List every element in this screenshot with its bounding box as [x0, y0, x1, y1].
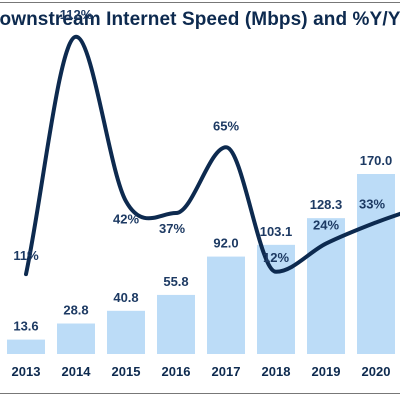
bar-value-label: 92.0: [213, 236, 238, 251]
x-tick-label: 2013: [12, 364, 41, 379]
growth-label: 37%: [159, 221, 185, 236]
bar-2015: [107, 310, 145, 354]
bar-value-label: 28.8: [63, 303, 88, 318]
bar-2019: [307, 218, 345, 354]
growth-label: 112%: [60, 7, 93, 22]
bar-value-label: 13.6: [13, 319, 38, 334]
bar-value-label: 55.8: [163, 274, 188, 289]
bar-value-label: 40.8: [113, 290, 138, 305]
growth-label: 11%: [13, 248, 39, 263]
x-tick-label: 2014: [62, 364, 92, 379]
x-tick-label: 2017: [212, 364, 241, 379]
bar-value-label: 103.1: [260, 224, 293, 239]
growth-label: 24%: [313, 218, 339, 233]
bar-2018: [257, 244, 295, 354]
bar-value-label: 170.0: [360, 153, 393, 168]
bar-2014: [57, 323, 95, 354]
x-tick-label: 2019: [312, 364, 341, 379]
x-tick-label: 2020: [362, 364, 391, 379]
bottom-divider: [0, 393, 400, 394]
growth-label: 42%: [113, 211, 139, 226]
growth-line: [24, 34, 400, 277]
bar-value-label: 128.3: [310, 197, 343, 212]
growth-label: 65%: [213, 118, 239, 133]
bar-2020: [357, 174, 395, 354]
x-tick-label: 2016: [162, 364, 191, 379]
growth-label: 12%: [263, 250, 289, 265]
x-tick-label: 2015: [112, 364, 141, 379]
chart-title: ownstream Internet Speed (Mbps) and %Y/Y: [0, 9, 400, 30]
bar-2013: [7, 339, 45, 354]
x-tick-label: 2018: [262, 364, 291, 379]
bar-2017: [207, 256, 245, 354]
bar-2016: [157, 294, 195, 354]
top-divider: [0, 2, 400, 3]
growth-label: 33%: [359, 196, 385, 211]
